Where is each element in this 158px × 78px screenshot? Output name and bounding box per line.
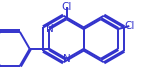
Text: Cl: Cl	[61, 2, 72, 12]
Text: N: N	[46, 24, 53, 34]
Text: Cl: Cl	[124, 21, 134, 31]
Text: N: N	[63, 54, 70, 64]
